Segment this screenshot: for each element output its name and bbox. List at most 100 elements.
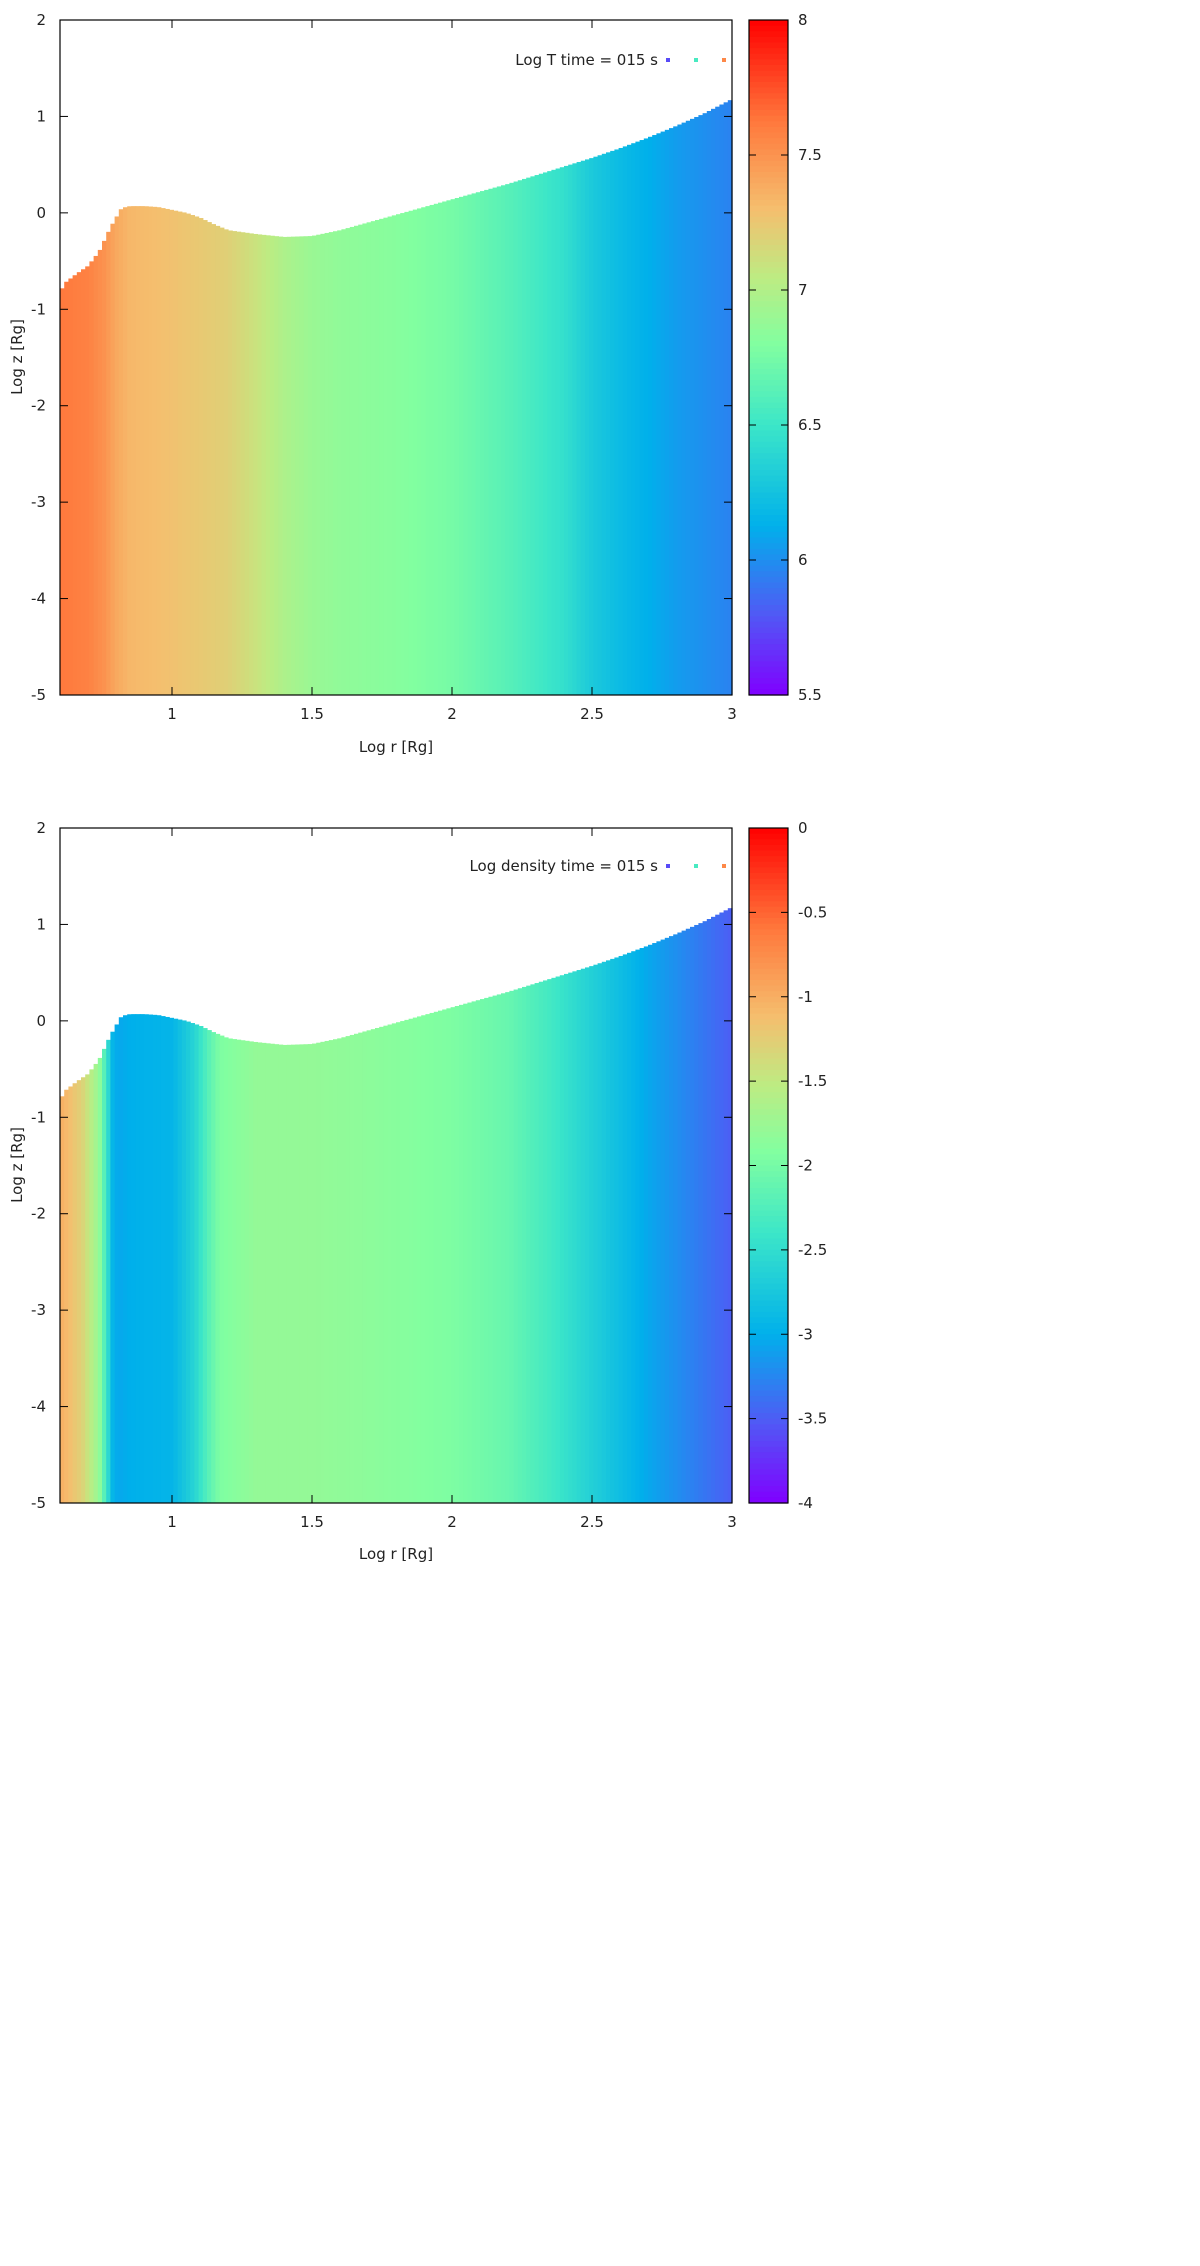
temperature-heatmap-column — [261, 234, 267, 695]
temperature-heatmap-column — [459, 196, 464, 695]
density-heatmap-column — [589, 966, 594, 1503]
density-heatmap-column — [711, 916, 716, 1503]
density-colorbar-segment — [749, 1497, 788, 1504]
density-heatmap-column — [643, 946, 649, 1503]
density-colorbar-segment — [749, 963, 788, 970]
density-heatmap-column — [102, 1048, 107, 1503]
density-heatmap-column — [408, 1018, 414, 1503]
temperature-heatmap-column — [249, 233, 254, 695]
temperature-y-tick-label: -5 — [31, 686, 46, 704]
density-heatmap-column — [580, 968, 586, 1503]
density-colorbar-segment — [749, 1188, 788, 1195]
temperature-heatmap-column — [72, 275, 78, 695]
temperature-heatmap-column — [627, 144, 632, 696]
density-colorbar-segment — [749, 1064, 788, 1071]
temperature-heatmap-column — [215, 225, 221, 696]
temperature-colorbar-segment — [749, 351, 788, 359]
density-colorbar-segment — [749, 850, 788, 857]
temperature-heatmap-column — [165, 208, 170, 695]
temperature-colorbar-tick-label: 5.5 — [798, 686, 822, 704]
density-colorbar-segment — [749, 968, 788, 975]
density-heatmap-column — [610, 958, 615, 1503]
temperature-colorbar-segment — [749, 93, 788, 100]
temperature-heatmap-column — [286, 236, 292, 696]
temperature-colorbar-segment — [749, 576, 788, 584]
temperature-colorbar-segment — [749, 678, 788, 685]
temperature-colorbar-segment — [749, 441, 788, 449]
density-heatmap-column — [509, 990, 515, 1503]
temperature-colorbar-segment — [749, 447, 788, 454]
temperature-heatmap-column — [349, 226, 355, 695]
density-heatmap-column — [463, 1003, 468, 1503]
density-heatmap-column — [228, 1038, 233, 1503]
temperature-colorbar-segment — [749, 391, 788, 398]
temperature-heatmap-column — [698, 115, 704, 696]
temperature-colorbar-segment — [749, 436, 788, 443]
temperature-heatmap-column — [303, 236, 309, 695]
temperature-heatmap-column — [148, 206, 153, 696]
temperature-heatmap-column — [391, 215, 397, 696]
density-colorbar-segment — [749, 1092, 788, 1099]
temperature-colorbar-segment — [749, 515, 788, 522]
density-heatmap-column — [72, 1083, 78, 1503]
density-heatmap-column — [412, 1017, 418, 1503]
density-colorbar-tick-label: -1 — [798, 988, 813, 1006]
density-heatmap-column — [719, 912, 725, 1503]
temperature-heatmap-column — [379, 218, 384, 695]
density-colorbar-segment — [749, 940, 788, 947]
temperature-heatmap-column — [656, 133, 662, 696]
temperature-colorbar-segment — [749, 470, 788, 477]
temperature-heatmap-column — [610, 150, 615, 695]
temperature-heatmap-column — [513, 181, 519, 696]
density-colorbar-segment — [749, 1008, 788, 1015]
density-heatmap-column — [160, 1016, 166, 1503]
density-colorbar-segment — [749, 1424, 788, 1431]
density-heatmap-column — [652, 943, 657, 1503]
temperature-colorbar-segment — [749, 537, 788, 544]
density-colorbar-segment — [749, 1418, 788, 1425]
temperature-heatmap-column — [139, 206, 145, 696]
density-colorbar-segment — [749, 1002, 788, 1009]
density-colorbar-segment — [749, 1480, 788, 1487]
temperature-heatmap-column — [114, 216, 120, 695]
temperature-heatmap-column — [530, 176, 536, 695]
temperature-colorbar-segment — [749, 503, 788, 510]
temperature-heatmap-column — [538, 173, 544, 696]
temperature-heatmap-column — [211, 224, 216, 695]
density-heatmap-column — [664, 937, 670, 1503]
temperature-colorbar-segment — [749, 31, 788, 38]
density-heatmap-column — [362, 1031, 368, 1503]
temperature-heatmap-column — [438, 202, 443, 695]
density-heatmap-column — [450, 1007, 456, 1503]
density-colorbar-segment — [749, 1053, 788, 1060]
density-colorbar-segment — [749, 929, 788, 936]
density-heatmap-column — [694, 924, 699, 1503]
temperature-colorbar-segment — [749, 335, 788, 342]
temperature-heatmap-column — [362, 223, 368, 695]
density-colorbar-segment — [749, 1278, 788, 1285]
density-colorbar-segment — [749, 1469, 788, 1476]
temperature-heatmap-column — [559, 167, 565, 696]
density-heatmap-column — [383, 1025, 389, 1503]
temperature-colorbar-segment — [749, 222, 788, 229]
density-colorbar-segment — [749, 991, 788, 998]
temperature-heatmap-column — [228, 230, 233, 695]
density-colorbar-segment — [749, 1143, 788, 1150]
temperature-heatmap-column — [442, 201, 447, 696]
temperature-heatmap-column — [555, 168, 561, 695]
temperature-heatmap-column — [387, 216, 393, 695]
temperature-heatmap-column — [681, 122, 687, 696]
density-colorbar-segment — [749, 1103, 788, 1110]
density-heatmap-column — [677, 932, 683, 1503]
temperature-heatmap-column — [257, 234, 263, 695]
temperature-heatmap-column — [488, 188, 494, 695]
temperature-heatmap-column — [421, 207, 426, 695]
temperature-colorbar-segment — [749, 171, 788, 179]
temperature-heatmap-column — [463, 195, 468, 695]
temperature-heatmap-column — [169, 209, 174, 695]
density-heatmap-column — [177, 1019, 183, 1503]
density-heatmap-column — [223, 1037, 229, 1503]
density-heatmap-column — [358, 1032, 363, 1503]
temperature-heatmap-column — [244, 232, 250, 695]
temperature-heatmap-column — [677, 124, 683, 695]
